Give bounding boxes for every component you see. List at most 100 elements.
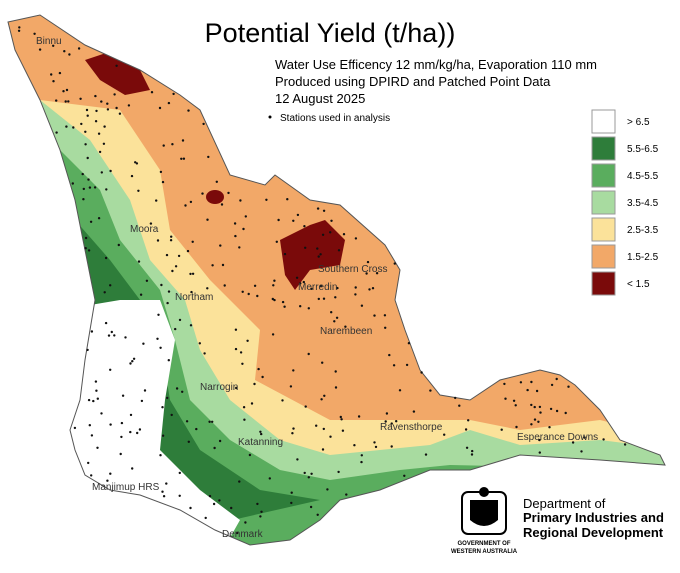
legend-swatch bbox=[591, 109, 616, 134]
station-dot bbox=[177, 254, 181, 258]
station-dot bbox=[117, 243, 121, 247]
station-dot bbox=[336, 286, 339, 290]
station-dot bbox=[120, 421, 124, 425]
region-outline bbox=[7, 14, 666, 546]
station-dot bbox=[131, 467, 134, 470]
station-dot bbox=[156, 239, 160, 242]
government-text: GOVERNMENT OF bbox=[457, 541, 510, 547]
station-dot bbox=[295, 276, 299, 279]
station-dot bbox=[538, 405, 542, 409]
station-dot bbox=[340, 418, 343, 421]
station-dot bbox=[307, 352, 310, 356]
station-dot bbox=[160, 283, 163, 287]
station-dot bbox=[157, 313, 160, 316]
station-dot bbox=[55, 131, 58, 134]
station-dot bbox=[113, 93, 116, 96]
station-dot bbox=[105, 188, 108, 191]
station-dot bbox=[373, 441, 376, 444]
station-dot bbox=[96, 446, 99, 449]
station-dot bbox=[189, 200, 193, 204]
station-dot bbox=[548, 426, 551, 429]
station-dot bbox=[65, 88, 69, 92]
town-label: Merredin bbox=[298, 282, 337, 293]
station-dot bbox=[549, 407, 553, 411]
station-dot bbox=[239, 351, 243, 354]
station-dot bbox=[253, 284, 257, 287]
station-dot bbox=[580, 450, 583, 453]
station-dot bbox=[321, 448, 325, 451]
station-dot bbox=[292, 427, 295, 430]
zone-red bbox=[85, 50, 150, 95]
station-dot bbox=[339, 415, 342, 419]
station-dot bbox=[80, 122, 83, 126]
station-dot bbox=[90, 474, 93, 477]
station-dot bbox=[130, 174, 134, 178]
station-dot bbox=[106, 479, 109, 482]
station-dot bbox=[208, 494, 212, 498]
station-dot bbox=[119, 452, 122, 456]
station-dot bbox=[253, 382, 256, 386]
station-dot bbox=[296, 458, 299, 461]
station-dot bbox=[162, 495, 166, 498]
station-dot bbox=[93, 186, 97, 189]
station-dot bbox=[429, 389, 432, 392]
station-dot bbox=[94, 94, 97, 98]
station-dot bbox=[368, 288, 371, 291]
station-dot bbox=[315, 424, 318, 427]
station-dot bbox=[277, 218, 280, 222]
station-dot bbox=[535, 389, 539, 393]
station-dot bbox=[243, 418, 246, 421]
station-dot bbox=[58, 71, 62, 75]
station-dot bbox=[470, 453, 474, 456]
station-dot bbox=[329, 231, 332, 234]
station-dot bbox=[623, 443, 627, 446]
station-dot bbox=[310, 472, 313, 475]
town-label: Katanning bbox=[238, 437, 283, 448]
station-dot bbox=[107, 334, 111, 337]
station-dot bbox=[323, 394, 326, 397]
station-dot bbox=[512, 399, 516, 402]
station-dot bbox=[181, 390, 184, 393]
station-dot bbox=[265, 198, 268, 201]
station-dot bbox=[538, 451, 541, 454]
station-dot bbox=[113, 334, 116, 337]
station-dot bbox=[187, 440, 190, 443]
station-dot bbox=[159, 170, 163, 174]
station-dot bbox=[159, 346, 162, 349]
station-dot bbox=[371, 287, 375, 290]
station-dot bbox=[290, 491, 293, 494]
legend-label: < 1.5 bbox=[627, 279, 650, 290]
station-dot bbox=[17, 29, 21, 32]
station-dot bbox=[283, 305, 286, 308]
station-dot bbox=[211, 420, 214, 423]
station-dot bbox=[329, 435, 332, 438]
station-dot bbox=[207, 155, 210, 159]
station-dot bbox=[233, 222, 237, 225]
government-text: WESTERN AUSTRALIA bbox=[451, 549, 518, 555]
station-dot bbox=[341, 429, 345, 432]
station-dot bbox=[354, 293, 357, 296]
town-label: Ravensthorpe bbox=[380, 422, 443, 433]
station-dot bbox=[178, 494, 181, 497]
station-dot bbox=[261, 375, 264, 379]
station-dot bbox=[71, 182, 75, 185]
station-dot bbox=[109, 284, 112, 287]
station-dot bbox=[223, 284, 226, 287]
station-dot bbox=[360, 460, 363, 464]
station-dot bbox=[191, 240, 194, 243]
station-dot bbox=[322, 209, 326, 212]
station-dot bbox=[248, 453, 252, 457]
station-dot bbox=[67, 100, 70, 103]
station-dot bbox=[178, 471, 181, 475]
station-dot bbox=[198, 342, 201, 345]
station-dot bbox=[335, 316, 339, 319]
station-dot bbox=[515, 425, 518, 429]
station-dot bbox=[360, 304, 364, 307]
station-dot bbox=[86, 114, 89, 117]
station-dot bbox=[316, 513, 319, 516]
station-dot bbox=[18, 26, 21, 29]
station-dot bbox=[533, 405, 536, 409]
station-dot bbox=[334, 370, 337, 373]
station-dot bbox=[63, 50, 66, 53]
station-dot bbox=[218, 439, 222, 443]
